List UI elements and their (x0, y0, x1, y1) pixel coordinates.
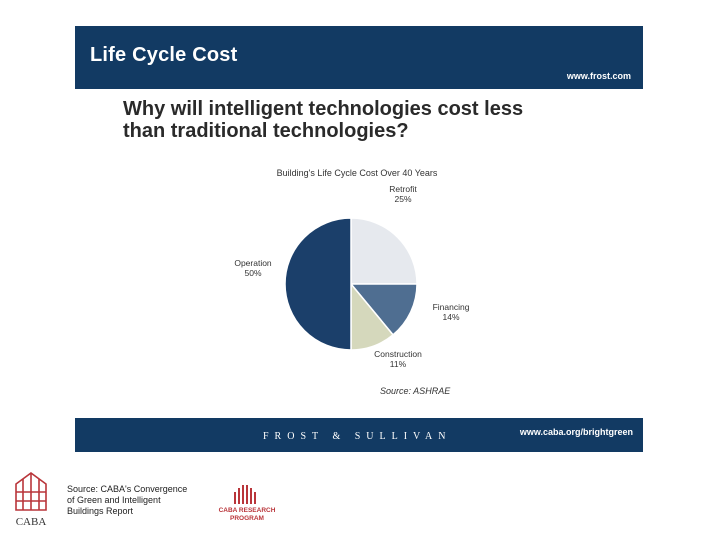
frost-url: www.frost.com (566, 71, 631, 81)
footer-source-line-2: of Green and Intelligent (67, 495, 161, 505)
caba-url: www.caba.org/brightgreen (519, 427, 633, 437)
caba-logo-text: CABA (16, 516, 47, 528)
caba-logo: CABA (15, 472, 47, 528)
slide-title: Life Cycle Cost (90, 44, 238, 66)
caba-research-icon (234, 485, 256, 504)
bottom-banner: FROST & SULLIVAN www.caba.org/brightgree… (75, 418, 643, 452)
footer-source: Source: CABA's Convergence of Green and … (67, 484, 207, 517)
slice-name-retrofit: Retrofit (389, 184, 417, 194)
pie-chart: Building's Life Cycle Cost Over 40 Years… (234, 168, 470, 369)
slice-value-construction: 11% (390, 359, 407, 369)
slice-name-construction: Construction (374, 349, 422, 359)
slice-value-financing: 14% (442, 312, 459, 322)
slice-name-financing: Financing (433, 302, 470, 312)
slice-name-operation: Operation (234, 258, 272, 268)
headline-line-2: than traditional technologies? (123, 120, 409, 142)
frost-sullivan-brand: FROST & SULLIVAN (263, 431, 452, 442)
chart-source: Source: ASHRAE (380, 386, 451, 396)
slice-value-retrofit: 25% (394, 194, 411, 204)
slice-value-operation: 50% (244, 268, 261, 278)
pie-slice-operation (284, 217, 352, 351)
caba-research-label: CABA RESEARCH PROGRAM (214, 507, 280, 523)
pie-slice-financing (349, 283, 418, 336)
footer-source-line-3: Buildings Report (67, 506, 134, 516)
headline: Why will intelligent technologies cost l… (123, 98, 623, 142)
research-line-2: PROGRAM (230, 515, 264, 522)
chart-title: Building's Life Cycle Cost Over 40 Years (277, 168, 438, 178)
research-line-1: CABA RESEARCH (218, 507, 276, 514)
footer-source-line-1: Source: CABA's Convergence (67, 484, 188, 494)
slide-card: Life Cycle Cost www.frost.com Why will i… (75, 26, 643, 452)
headline-line-1: Why will intelligent technologies cost l… (123, 98, 524, 120)
pie-slice-retrofit (350, 217, 418, 285)
top-banner: Life Cycle Cost www.frost.com (75, 26, 643, 89)
